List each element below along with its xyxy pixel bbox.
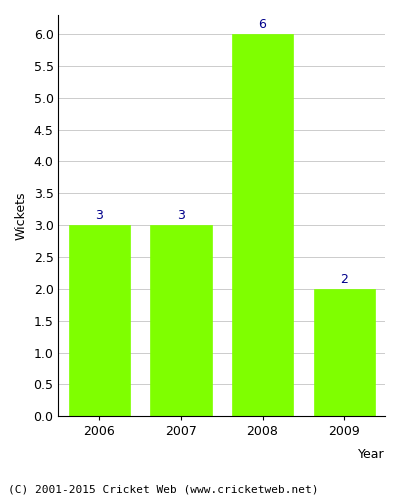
Text: 2: 2 [340, 272, 348, 285]
Text: Year: Year [358, 448, 385, 462]
Bar [232, 34, 293, 416]
Bar [150, 225, 212, 416]
Bar [314, 289, 375, 416]
Text: (C) 2001-2015 Cricket Web (www.cricketweb.net): (C) 2001-2015 Cricket Web (www.cricketwe… [8, 485, 318, 495]
Text: 3: 3 [177, 209, 185, 222]
Text: 3: 3 [95, 209, 103, 222]
Y-axis label: Wickets: Wickets [15, 192, 28, 240]
Bar [69, 225, 130, 416]
Text: 6: 6 [258, 18, 266, 31]
